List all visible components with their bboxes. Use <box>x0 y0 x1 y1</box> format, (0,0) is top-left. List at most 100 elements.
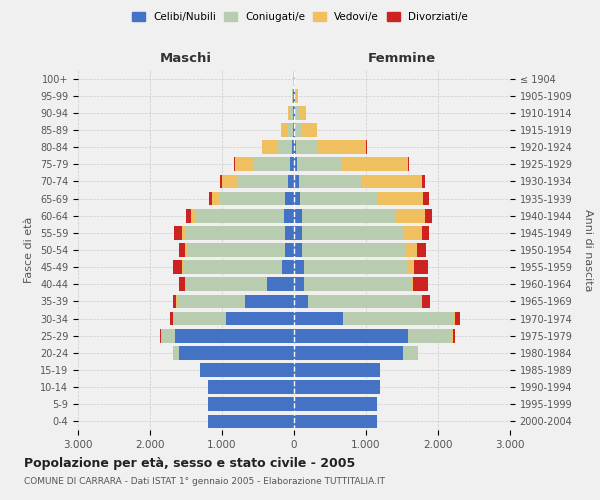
Bar <box>299 106 305 120</box>
Bar <box>295 89 296 102</box>
Bar <box>406 243 417 257</box>
Bar <box>425 209 431 222</box>
Bar <box>185 226 286 239</box>
Bar <box>422 226 429 239</box>
Bar <box>286 226 294 239</box>
Bar <box>183 260 283 274</box>
Bar <box>294 414 377 428</box>
Bar <box>294 329 408 342</box>
Bar <box>294 192 301 205</box>
Bar <box>408 260 413 274</box>
Bar <box>179 278 185 291</box>
Bar <box>396 209 425 222</box>
Bar <box>187 243 286 257</box>
Text: Maschi: Maschi <box>160 52 212 65</box>
Bar <box>266 278 294 291</box>
Bar <box>294 89 295 102</box>
Bar <box>196 209 284 222</box>
Bar <box>294 380 380 394</box>
Bar <box>403 346 418 360</box>
Bar <box>294 243 302 257</box>
Text: Femmine: Femmine <box>368 52 436 65</box>
Legend: Celibi/Nubili, Coniugati/e, Vedovi/e, Divorziati/e: Celibi/Nubili, Coniugati/e, Vedovi/e, Di… <box>130 10 470 24</box>
Bar <box>290 158 294 171</box>
Bar <box>175 329 294 342</box>
Bar <box>292 89 293 102</box>
Bar <box>286 243 294 257</box>
Bar <box>295 106 299 120</box>
Bar <box>301 192 377 205</box>
Bar <box>296 89 298 102</box>
Bar <box>220 174 223 188</box>
Bar <box>294 294 308 308</box>
Bar <box>284 209 294 222</box>
Bar <box>293 123 294 137</box>
Bar <box>208 398 294 411</box>
Bar <box>234 158 235 171</box>
Bar <box>173 346 179 360</box>
Bar <box>290 106 293 120</box>
Bar <box>294 346 403 360</box>
Bar <box>455 312 460 326</box>
Bar <box>295 123 302 137</box>
Bar <box>422 294 430 308</box>
Bar <box>173 294 176 308</box>
Bar <box>452 329 453 342</box>
Bar <box>208 380 294 394</box>
Bar <box>361 174 422 188</box>
Bar <box>262 140 277 154</box>
Bar <box>212 192 219 205</box>
Bar <box>277 140 292 154</box>
Bar <box>421 294 422 308</box>
Bar <box>245 294 294 308</box>
Bar <box>292 140 294 154</box>
Bar <box>179 243 185 257</box>
Bar <box>185 243 187 257</box>
Bar <box>297 158 342 171</box>
Bar <box>293 106 294 120</box>
Bar <box>208 414 294 428</box>
Bar <box>294 123 295 137</box>
Bar <box>294 398 377 411</box>
Bar <box>174 312 226 326</box>
Bar <box>200 363 294 377</box>
Bar <box>281 123 287 137</box>
Bar <box>294 260 304 274</box>
Bar <box>288 174 294 188</box>
Y-axis label: Anni di nascita: Anni di nascita <box>583 209 593 291</box>
Bar <box>413 278 428 291</box>
Bar <box>235 158 253 171</box>
Bar <box>182 260 183 274</box>
Bar <box>422 174 425 188</box>
Bar <box>191 209 196 222</box>
Bar <box>253 158 290 171</box>
Bar <box>294 363 380 377</box>
Bar <box>302 209 396 222</box>
Bar <box>170 312 173 326</box>
Bar <box>296 140 319 154</box>
Bar <box>209 192 212 205</box>
Bar <box>413 260 428 274</box>
Bar <box>174 226 182 239</box>
Bar <box>286 192 294 205</box>
Bar <box>408 158 409 171</box>
Bar <box>304 278 410 291</box>
Bar <box>377 192 424 205</box>
Bar <box>179 346 294 360</box>
Bar <box>343 312 454 326</box>
Bar <box>186 278 266 291</box>
Text: COMUNE DI CARRARA - Dati ISTAT 1° gennaio 2005 - Elaborazione TUTTITALIA.IT: COMUNE DI CARRARA - Dati ISTAT 1° gennai… <box>24 478 385 486</box>
Bar <box>294 174 299 188</box>
Bar <box>410 278 413 291</box>
Bar <box>219 192 286 205</box>
Bar <box>417 243 425 257</box>
Bar <box>226 312 294 326</box>
Bar <box>404 226 422 239</box>
Bar <box>294 158 297 171</box>
Bar <box>176 294 245 308</box>
Bar <box>319 140 367 154</box>
Bar <box>302 226 404 239</box>
Bar <box>408 329 452 342</box>
Bar <box>304 260 408 274</box>
Bar <box>287 106 290 120</box>
